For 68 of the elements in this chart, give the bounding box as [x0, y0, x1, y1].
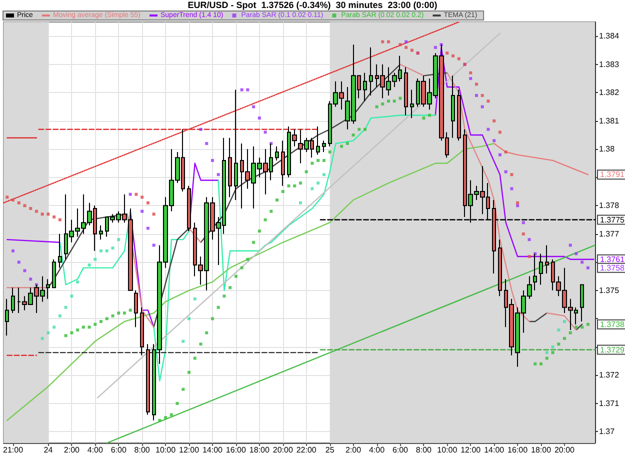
x-tick-label: 2:00 [345, 446, 362, 454]
x-tick-label: 10:00 [156, 446, 176, 454]
y-tick-label: 1.37 [599, 427, 616, 436]
x-tick-label: 6:00 [110, 446, 127, 454]
x-tick-label: 25 [325, 446, 335, 454]
candlestick [451, 75, 455, 138]
x-tick-label: 14:00 [484, 446, 505, 454]
candlestick [316, 126, 320, 156]
data-label: 1.3775 [600, 215, 625, 224]
x-tick-label: 8:00 [416, 446, 432, 454]
x-tick-label: 4:00 [368, 446, 386, 454]
x-tick-label: 16:00 [226, 446, 247, 454]
data-label: 1.3758 [600, 263, 625, 272]
y-tick-label: 1.382 [599, 88, 620, 98]
candlestick [228, 137, 232, 198]
candlestick [5, 298, 9, 336]
y-tick-label: 1.377 [599, 229, 620, 238]
x-tick-label: 12:00 [179, 446, 200, 454]
candlestick [369, 46, 373, 96]
y-tick-label: 1.384 [599, 32, 620, 41]
x-tick-label: 4:00 [87, 446, 104, 454]
candlestick [457, 89, 461, 142]
x-tick-label: 20:00 [272, 446, 294, 454]
x-tick-label: 24 [44, 446, 54, 454]
x-tick-label: 18:00 [249, 446, 270, 454]
x-tick-label: 8:00 [134, 446, 150, 454]
data-label: 1.3729 [600, 345, 625, 354]
y-tick-label: 1.375 [599, 286, 620, 295]
x-tick-label: 21:00 [2, 446, 24, 454]
candlestick [281, 140, 285, 186]
x-tick-label: 6:00 [392, 446, 409, 454]
y-tick-label: 1.38 [599, 144, 616, 154]
candlestick [275, 146, 279, 161]
candlestick [52, 258, 56, 288]
candlestick [234, 89, 238, 201]
candlestick [140, 306, 144, 356]
x-tick-label: 12:00 [460, 446, 482, 454]
candlestick [498, 239, 502, 297]
x-tick-label: 14:00 [202, 446, 224, 454]
candlestick [322, 140, 326, 152]
candlestick [363, 72, 367, 102]
x-tick-label: 10:00 [437, 446, 458, 454]
candlestick [580, 284, 584, 322]
candlestick [404, 66, 408, 116]
x-tick-label: 18:00 [531, 446, 552, 454]
candlestick [46, 278, 50, 300]
candlestick [146, 344, 150, 416]
candlestick [58, 233, 62, 268]
y-tick-label: 1.372 [599, 370, 620, 380]
candlestick [99, 224, 103, 240]
x-tick-label: 20:00 [554, 446, 576, 454]
candlestick [410, 89, 414, 119]
y-tick-label: 1.378 [599, 201, 620, 210]
candlestick [539, 253, 543, 286]
y-tick-label: 1.381 [599, 116, 620, 126]
y-tick-label: 1.383 [599, 60, 620, 69]
candlestick [545, 244, 549, 274]
data-label: 1.3738 [600, 320, 625, 329]
candlestick [187, 185, 191, 232]
candlestick [11, 287, 15, 314]
x-tick-label: 22:00 [296, 446, 317, 454]
candlestick [134, 290, 138, 328]
x-tick-label: 16:00 [508, 446, 528, 454]
y-tick-label: 1.371 [599, 398, 620, 408]
chart-title: EUR/USD - Spot 1.37526 (-0.34%) 30 minutes 23:00 (0:00) [188, 0, 438, 10]
data-label: 1.3791 [600, 170, 625, 180]
data-label: 1.3761 [600, 254, 625, 264]
x-tick-label: 2:00 [64, 446, 80, 454]
